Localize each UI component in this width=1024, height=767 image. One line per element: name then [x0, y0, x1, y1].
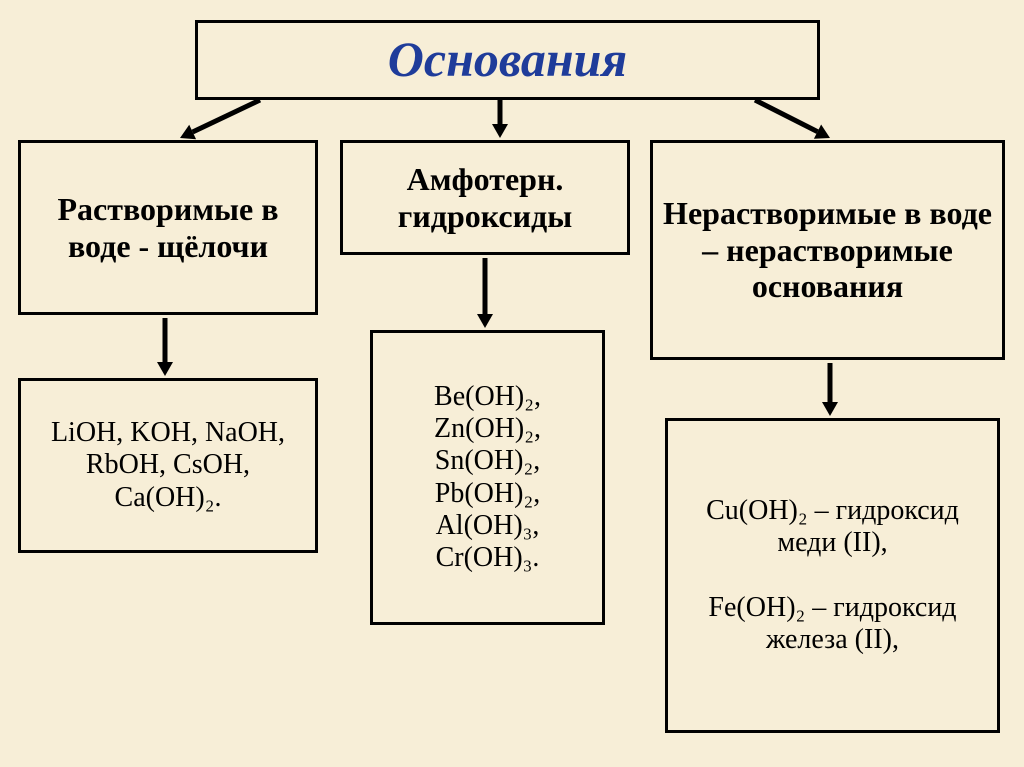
examples-insoluble-text: Cu(OH)₂ – гидроксид меди (II), Fe(OH)₂ –… — [678, 495, 987, 656]
examples-soluble-text: LiOH, KOH, NaOH, RbOH, CsOH, Ca(OH)₂. — [31, 417, 305, 514]
category-insoluble: Нерастворимые в воде – нерастворимые осн… — [650, 140, 1005, 360]
arrow-head — [180, 125, 196, 139]
arrow-head — [822, 402, 838, 416]
examples-soluble: LiOH, KOH, NaOH, RbOH, CsOH, Ca(OH)₂. — [18, 378, 318, 553]
title-text: Основания — [388, 31, 627, 89]
arrow-shaft — [193, 100, 260, 132]
examples-amphoteric: Be(OH)₂, Zn(OH)₂, Sn(OH)₂, Pb(OH)₂, Al(O… — [370, 330, 605, 625]
arrow-head — [492, 124, 508, 138]
examples-insoluble: Cu(OH)₂ – гидроксид меди (II), Fe(OH)₂ –… — [665, 418, 1000, 733]
arrow-shaft — [755, 100, 818, 132]
diagram-root: Основания Растворимые в воде - щёлочи Ам… — [0, 0, 1024, 767]
category-amphoteric-label: Амфотерн. гидроксиды — [353, 161, 617, 235]
category-soluble: Растворимые в воде - щёлочи — [18, 140, 318, 315]
examples-amphoteric-text: Be(OH)₂, Zn(OH)₂, Sn(OH)₂, Pb(OH)₂, Al(O… — [434, 381, 541, 574]
title-box: Основания — [195, 20, 820, 100]
arrow-head — [157, 362, 173, 376]
category-soluble-label: Растворимые в воде - щёлочи — [31, 191, 305, 265]
category-amphoteric: Амфотерн. гидроксиды — [340, 140, 630, 255]
arrow-head — [814, 125, 830, 139]
arrow-head — [477, 314, 493, 328]
category-insoluble-label: Нерастворимые в воде – нерастворимые осн… — [663, 195, 992, 305]
